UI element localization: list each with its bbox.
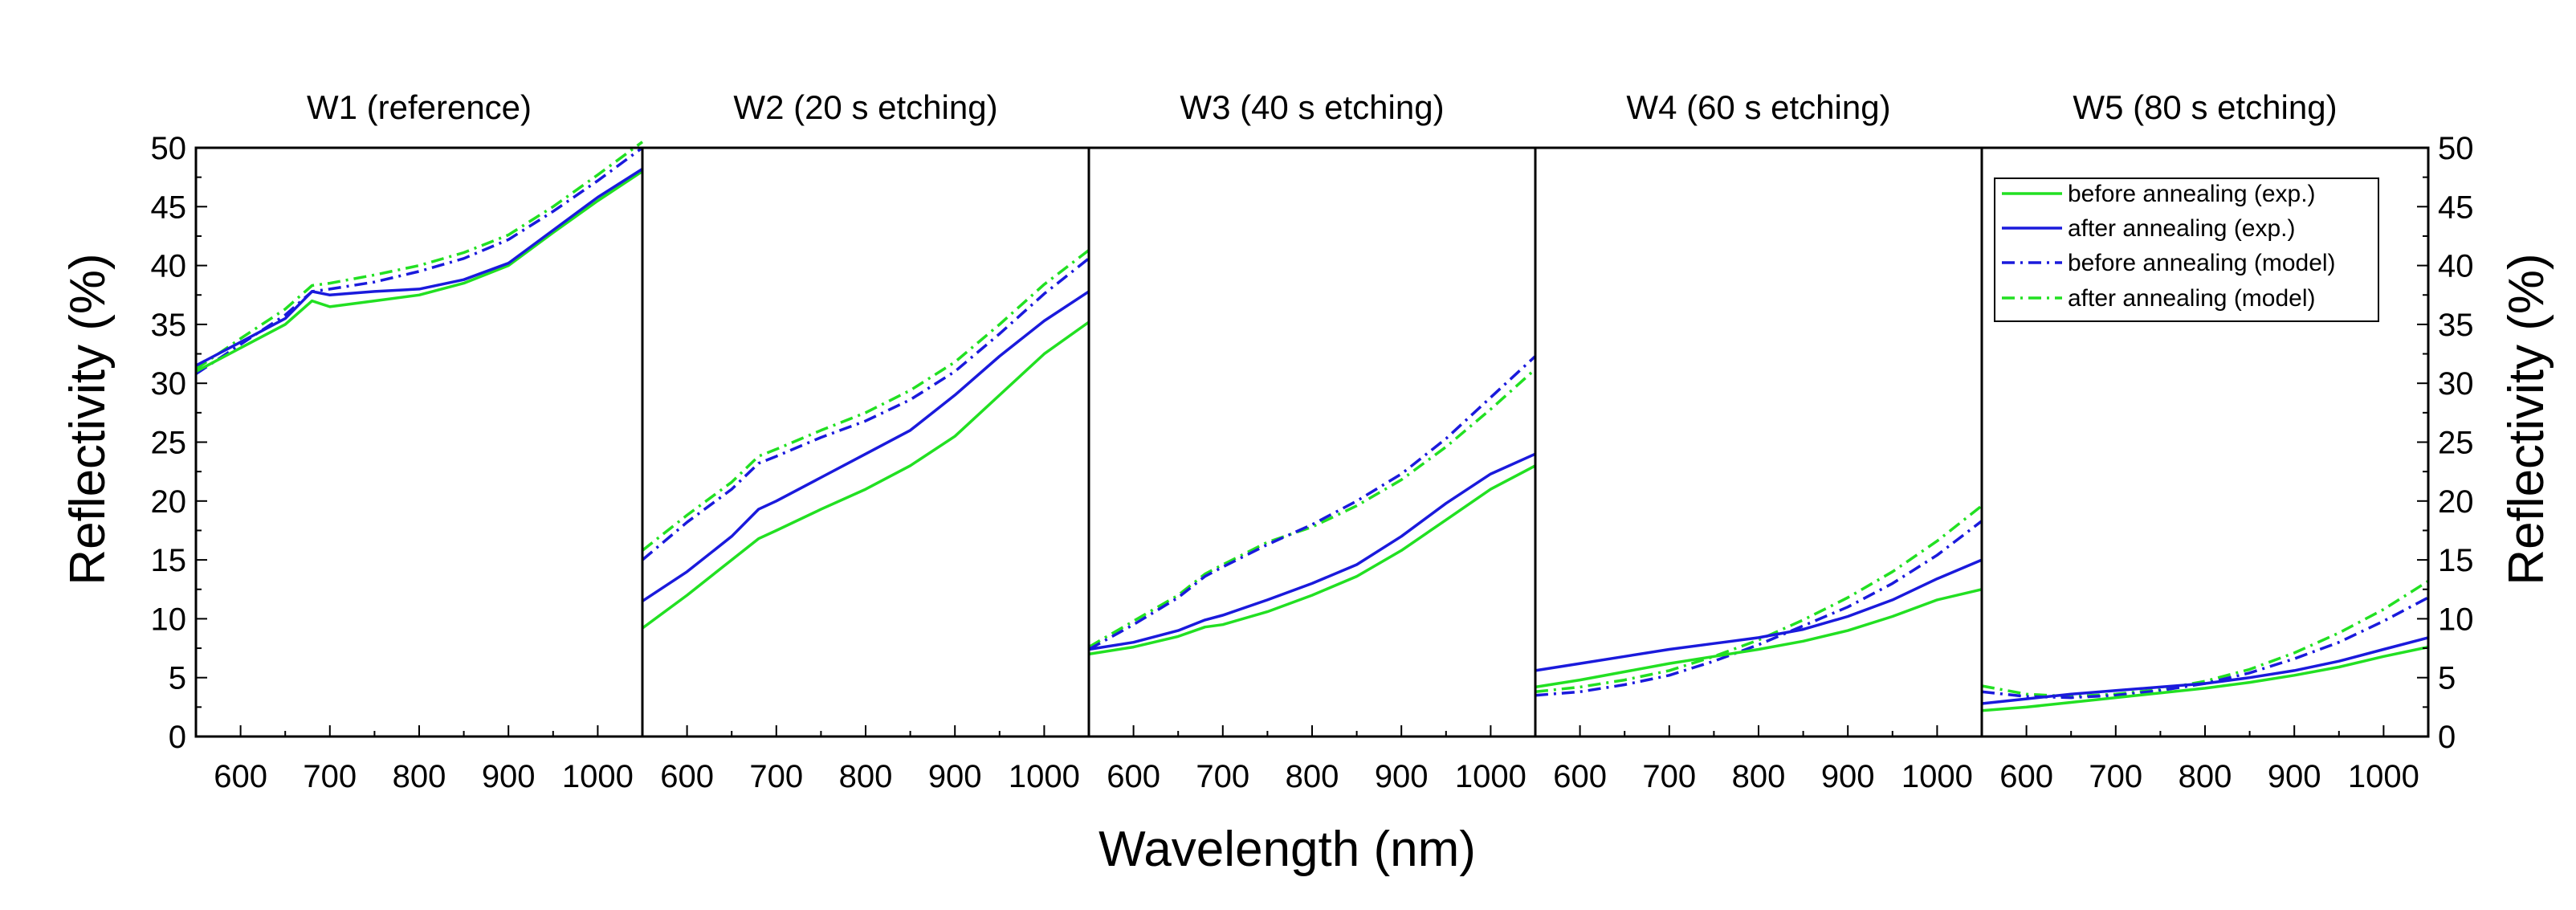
- panel-3: W3 (40 s etching): [1088, 88, 1537, 656]
- series-line-w3-after-annealing-exp: [1088, 452, 1536, 651]
- x-tick-label: 700: [303, 759, 357, 794]
- y-tick-label-left: 0: [169, 720, 186, 755]
- series-line-w5-after-annealing-model: [1981, 580, 2429, 698]
- y-tick-label-right: 0: [2438, 720, 2456, 755]
- x-tick-label: 800: [1286, 759, 1339, 794]
- series-line-w2-after-annealing-model: [641, 249, 1090, 552]
- panel-title-1: W1 (reference): [307, 88, 532, 126]
- y-axis-title-right: Reflectivity (%): [2499, 253, 2554, 585]
- y-tick-label-right: 5: [2438, 661, 2456, 696]
- y-tick-label-right: 25: [2438, 426, 2474, 461]
- panel-5: W5 (80 s etching): [1981, 88, 2429, 712]
- legend: before annealing (exp.) after annealing …: [1994, 178, 2379, 322]
- x-tick-label: 900: [1375, 759, 1429, 794]
- y-tick-label-right: 35: [2438, 308, 2474, 343]
- panel-4: W4 (60 s etching): [1535, 88, 1983, 697]
- x-tick-label: 700: [1642, 759, 1696, 794]
- series-line-w4-before-annealing-exp: [1535, 588, 1983, 689]
- legend-label-before-exp: before annealing (exp.): [2068, 181, 2316, 207]
- y-tick-label-left: 25: [151, 426, 187, 461]
- series-line-w1-after-annealing-exp: [195, 167, 643, 367]
- legend-label-after-model: after annealing (model): [2068, 285, 2316, 312]
- x-tick-label: 900: [2268, 759, 2321, 794]
- x-tick-label: 600: [660, 759, 714, 794]
- legend-label-after-exp: after annealing (exp.): [2068, 215, 2296, 242]
- y-tick-label-left: 40: [151, 249, 187, 284]
- x-tick-label: 800: [1732, 759, 1786, 794]
- y-tick-label-right: 45: [2438, 190, 2474, 225]
- series-line-w1-before-annealing-model: [195, 146, 644, 375]
- panel-title-4: W4 (60 s etching): [1626, 88, 1890, 126]
- x-tick-label: 1000: [1455, 759, 1526, 794]
- series-line-w5-after-annealing-exp: [1981, 636, 2429, 705]
- x-tick-label: 900: [482, 759, 536, 794]
- y-tick-label-right: 30: [2438, 366, 2474, 402]
- y-tick-label-left: 50: [151, 131, 187, 166]
- series-line-w3-before-annealing-model: [1088, 355, 1537, 651]
- y-tick-label-left: 10: [151, 602, 187, 637]
- series-line-w3-before-annealing-exp: [1088, 464, 1536, 656]
- x-tick-label: 600: [214, 759, 267, 794]
- x-tick-label: 700: [749, 759, 803, 794]
- x-tick-label: 700: [1196, 759, 1249, 794]
- y-tick-label-right: 20: [2438, 484, 2474, 520]
- panel-1: W1 (reference): [195, 88, 644, 375]
- x-tick-label: 1000: [1901, 759, 1973, 794]
- x-tick-label: 1000: [1009, 759, 1080, 794]
- y-tick-label-right: 50: [2438, 131, 2474, 166]
- y-tick-label-right: 15: [2438, 543, 2474, 578]
- series-line-w4-after-annealing-exp: [1535, 558, 1983, 672]
- panel-title-5: W5 (80 s etching): [2073, 88, 2337, 126]
- y-tick-label-left: 35: [151, 308, 187, 343]
- y-tick-label-right: 40: [2438, 249, 2474, 284]
- series-line-w1-before-annealing-exp: [195, 169, 643, 373]
- series-line-w2-before-annealing-exp: [641, 320, 1090, 630]
- series-line-w5-before-annealing-exp: [1981, 645, 2429, 712]
- panel-title-3: W3 (40 s etching): [1180, 88, 1444, 126]
- axes-layer: 600 700 800 900 1000 600 700 800 900 1000 600 700 80…: [151, 131, 2474, 794]
- y-tick-label-left: 20: [151, 484, 187, 520]
- series-line-w3-after-annealing-model: [1088, 368, 1537, 649]
- x-tick-label: 1000: [2348, 759, 2419, 794]
- y-tick-label-left: 15: [151, 543, 187, 578]
- x-tick-label: 800: [839, 759, 893, 794]
- series-line-w2-before-annealing-model: [641, 257, 1090, 561]
- y-tick-label-left: 45: [151, 190, 187, 225]
- legend-label-before-model: before annealing (model): [2068, 250, 2336, 276]
- panels-layer: W1 (reference) W2 (20 s etching) W3 (40 s …: [195, 88, 2429, 712]
- series-line-w2-after-annealing-exp: [642, 290, 1090, 602]
- x-tick-label: 800: [393, 759, 446, 794]
- x-tick-label: 800: [2179, 759, 2232, 794]
- x-tick-label: 900: [1821, 759, 1875, 794]
- x-tick-label: 600: [1553, 759, 1607, 794]
- panel-title-2: W2 (20 s etching): [733, 88, 997, 126]
- x-axis-title: Wavelength (nm): [1098, 822, 1476, 877]
- series-line-w1-after-annealing-model: [195, 141, 644, 371]
- x-tick-label: 600: [1999, 759, 2053, 794]
- x-tick-label: 600: [1107, 759, 1160, 794]
- x-tick-label: 700: [2089, 759, 2142, 794]
- panel-2: W2 (20 s etching): [641, 88, 1090, 630]
- y-tick-label-right: 10: [2438, 602, 2474, 637]
- y-axis-title-left: Reflectivity (%): [60, 253, 116, 585]
- x-tick-label: 900: [928, 759, 982, 794]
- x-tick-label: 1000: [562, 759, 634, 794]
- series-line-w4-after-annealing-model: [1535, 504, 1983, 694]
- y-tick-label-left: 30: [151, 366, 187, 402]
- y-tick-label-left: 5: [169, 661, 186, 696]
